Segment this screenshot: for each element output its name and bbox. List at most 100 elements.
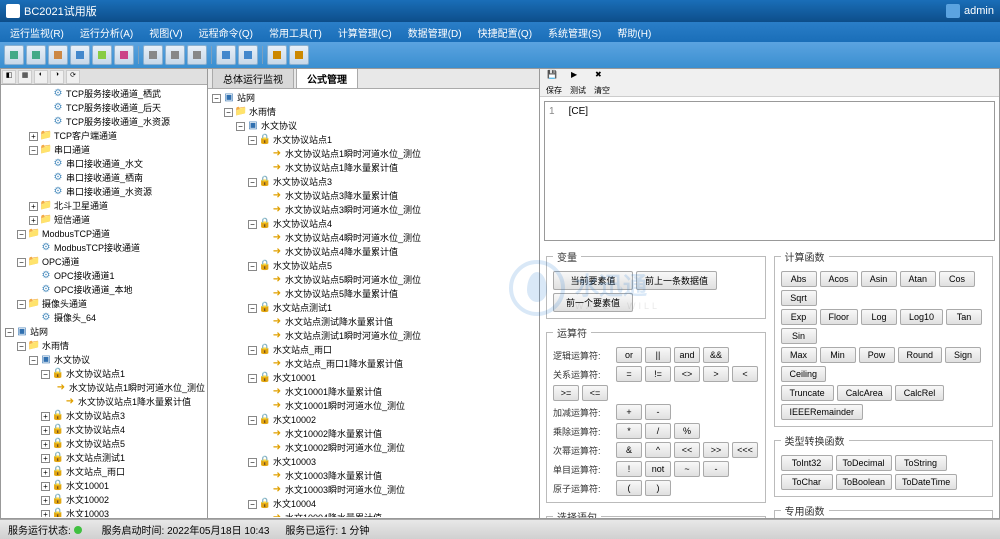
calc-button[interactable]: Truncate bbox=[781, 385, 834, 401]
menu-item[interactable]: 运行分析(A) bbox=[74, 23, 139, 42]
operator-button[interactable]: + bbox=[616, 404, 642, 420]
operator-button[interactable]: % bbox=[674, 423, 700, 439]
toolbar-button[interactable] bbox=[143, 45, 163, 65]
tree-node[interactable]: +📁TCP客户端通道 bbox=[3, 129, 205, 143]
formula-toolbar-button[interactable]: ✖清空 bbox=[594, 70, 610, 96]
tree-expander-icon[interactable]: − bbox=[248, 458, 257, 467]
calc-button[interactable]: Min bbox=[820, 347, 856, 363]
tree-expander-icon[interactable]: + bbox=[41, 412, 50, 421]
tree-node[interactable]: +📁短信通道 bbox=[3, 213, 205, 227]
tree-node[interactable]: ➜水文协议站点3瞬时河道水位_测位 bbox=[210, 203, 537, 217]
tree-node[interactable]: ⚙OPC接收通道_本地 bbox=[3, 283, 205, 297]
tree-expander-icon[interactable]: + bbox=[29, 132, 38, 141]
tree-expander-icon[interactable]: − bbox=[248, 500, 257, 509]
calc-button[interactable]: Sqrt bbox=[781, 290, 817, 306]
toolbar-button[interactable] bbox=[267, 45, 287, 65]
operator-button[interactable]: && bbox=[703, 347, 729, 363]
panel-tab[interactable]: ◧ bbox=[2, 70, 16, 84]
toolbar-button[interactable] bbox=[238, 45, 258, 65]
panel-tab[interactable]: ◐ bbox=[34, 70, 48, 84]
tree-node[interactable]: ⚙OPC接收通道1 bbox=[3, 269, 205, 283]
tree-node[interactable]: ⚙摄像头_64 bbox=[3, 311, 205, 325]
toolbar-button[interactable] bbox=[26, 45, 46, 65]
operator-button[interactable]: ~ bbox=[674, 461, 700, 477]
toolbar-button[interactable] bbox=[289, 45, 309, 65]
calc-button[interactable]: CalcRel bbox=[895, 385, 945, 401]
calc-button[interactable]: CalcArea bbox=[837, 385, 892, 401]
tree-expander-icon[interactable]: − bbox=[224, 108, 233, 117]
calc-button[interactable]: Sign bbox=[945, 347, 981, 363]
mid-tree[interactable]: −▣站网−📁水雨情−▣水文协议−🔒水文协议站点1➜水文协议站点1瞬时河道水位_测… bbox=[208, 89, 539, 517]
panel-tab[interactable]: ▦ bbox=[18, 70, 32, 84]
tree-node[interactable]: −🔒水文协议站点4 bbox=[210, 217, 537, 231]
function-button[interactable]: ToDateTime bbox=[895, 474, 957, 490]
calc-button[interactable]: Floor bbox=[820, 309, 859, 325]
menu-item[interactable]: 远程命令(Q) bbox=[193, 23, 259, 42]
operator-button[interactable]: = bbox=[616, 366, 642, 382]
operator-button[interactable]: << bbox=[674, 442, 700, 458]
tree-node[interactable]: −🔒水文站点_雨口 bbox=[210, 343, 537, 357]
operator-button[interactable]: or bbox=[616, 347, 642, 363]
tree-node[interactable]: +🔒水文协议站点3 bbox=[3, 409, 205, 423]
calc-button[interactable]: Asin bbox=[861, 271, 897, 287]
menu-item[interactable]: 系统管理(S) bbox=[542, 23, 607, 42]
formula-editor[interactable]: 1 [CE] bbox=[544, 101, 995, 241]
calc-button[interactable]: IEEERemainder bbox=[781, 404, 864, 420]
operator-button[interactable]: * bbox=[616, 423, 642, 439]
calc-button[interactable]: Round bbox=[898, 347, 943, 363]
tab-formula[interactable]: 公式管理 bbox=[296, 68, 358, 88]
toolbar-button[interactable] bbox=[165, 45, 185, 65]
tree-expander-icon[interactable]: − bbox=[17, 300, 26, 309]
function-button[interactable]: 前一个要素值 bbox=[553, 293, 633, 312]
tree-node[interactable]: −📁OPC通道 bbox=[3, 255, 205, 269]
tree-node[interactable]: ➜水文协议站点5瞬时河道水位_测位 bbox=[210, 273, 537, 287]
tree-node[interactable]: ➜水文10002降水量累计值 bbox=[210, 427, 537, 441]
tree-node[interactable]: +📁北斗卫星通道 bbox=[3, 199, 205, 213]
calc-button[interactable]: Cos bbox=[939, 271, 975, 287]
menu-item[interactable]: 快捷配置(Q) bbox=[472, 23, 538, 42]
tree-expander-icon[interactable]: + bbox=[41, 510, 50, 518]
operator-button[interactable]: / bbox=[645, 423, 671, 439]
tree-node[interactable]: +🔒水文10003 bbox=[3, 507, 205, 517]
tree-node[interactable]: ⚙串口接收通道_栖南 bbox=[3, 171, 205, 185]
tab-overview[interactable]: 总体运行监视 bbox=[212, 68, 294, 88]
left-tree[interactable]: ⚙TCP服务接收通道_栖武⚙TCP服务接收通道_后天⚙TCP服务接收通道_水资源… bbox=[1, 85, 207, 517]
calc-button[interactable]: Log bbox=[861, 309, 897, 325]
tree-expander-icon[interactable]: + bbox=[41, 440, 50, 449]
tree-node[interactable]: +🔒水文站点_雨口 bbox=[3, 465, 205, 479]
tree-node[interactable]: ➜水文10003瞬时河道水位_测位 bbox=[210, 483, 537, 497]
tree-node[interactable]: ➜水文站点测试降水量累计值 bbox=[210, 315, 537, 329]
tree-expander-icon[interactable]: − bbox=[248, 304, 257, 313]
tree-expander-icon[interactable]: − bbox=[248, 346, 257, 355]
tree-expander-icon[interactable]: + bbox=[41, 454, 50, 463]
tree-node[interactable]: ➜水文协议站点1降水量累计值 bbox=[3, 395, 205, 409]
toolbar-button[interactable] bbox=[48, 45, 68, 65]
operator-button[interactable]: ( bbox=[616, 480, 642, 496]
formula-toolbar-button[interactable]: 💾保存 bbox=[546, 70, 562, 96]
toolbar-button[interactable] bbox=[70, 45, 90, 65]
tree-node[interactable]: −📁串口通道 bbox=[3, 143, 205, 157]
tree-node[interactable]: ➜水文协议站点3降水量累计值 bbox=[210, 189, 537, 203]
tree-expander-icon[interactable]: − bbox=[5, 328, 14, 337]
tree-node[interactable]: ⚙ModbusTCP接收通道 bbox=[3, 241, 205, 255]
tree-node[interactable]: −🔒水文10002 bbox=[210, 413, 537, 427]
calc-button[interactable]: Max bbox=[781, 347, 817, 363]
tree-expander-icon[interactable]: + bbox=[29, 216, 38, 225]
function-button[interactable]: ToInt32 bbox=[781, 455, 833, 471]
function-button[interactable]: 前上一条数据值 bbox=[636, 271, 717, 290]
tree-node[interactable]: −🔒水文协议站点1 bbox=[210, 133, 537, 147]
menu-item[interactable]: 常用工具(T) bbox=[263, 23, 328, 42]
function-button[interactable]: ToString bbox=[895, 455, 947, 471]
function-button[interactable]: ToChar bbox=[781, 474, 833, 490]
tree-node[interactable]: −🔒水文10004 bbox=[210, 497, 537, 511]
tree-node[interactable]: ➜水文协议站点4降水量累计值 bbox=[210, 245, 537, 259]
tree-node[interactable]: ⚙串口接收通道_水文 bbox=[3, 157, 205, 171]
operator-button[interactable]: ^ bbox=[645, 442, 671, 458]
tree-node[interactable]: −📁摄像头通道 bbox=[3, 297, 205, 311]
tree-expander-icon[interactable]: − bbox=[29, 146, 38, 155]
tree-node[interactable]: +🔒水文协议站点4 bbox=[3, 423, 205, 437]
tree-expander-icon[interactable]: − bbox=[248, 220, 257, 229]
toolbar-button[interactable] bbox=[92, 45, 112, 65]
function-button[interactable]: ToBoolean bbox=[836, 474, 893, 490]
menu-item[interactable]: 运行监视(R) bbox=[4, 23, 70, 42]
